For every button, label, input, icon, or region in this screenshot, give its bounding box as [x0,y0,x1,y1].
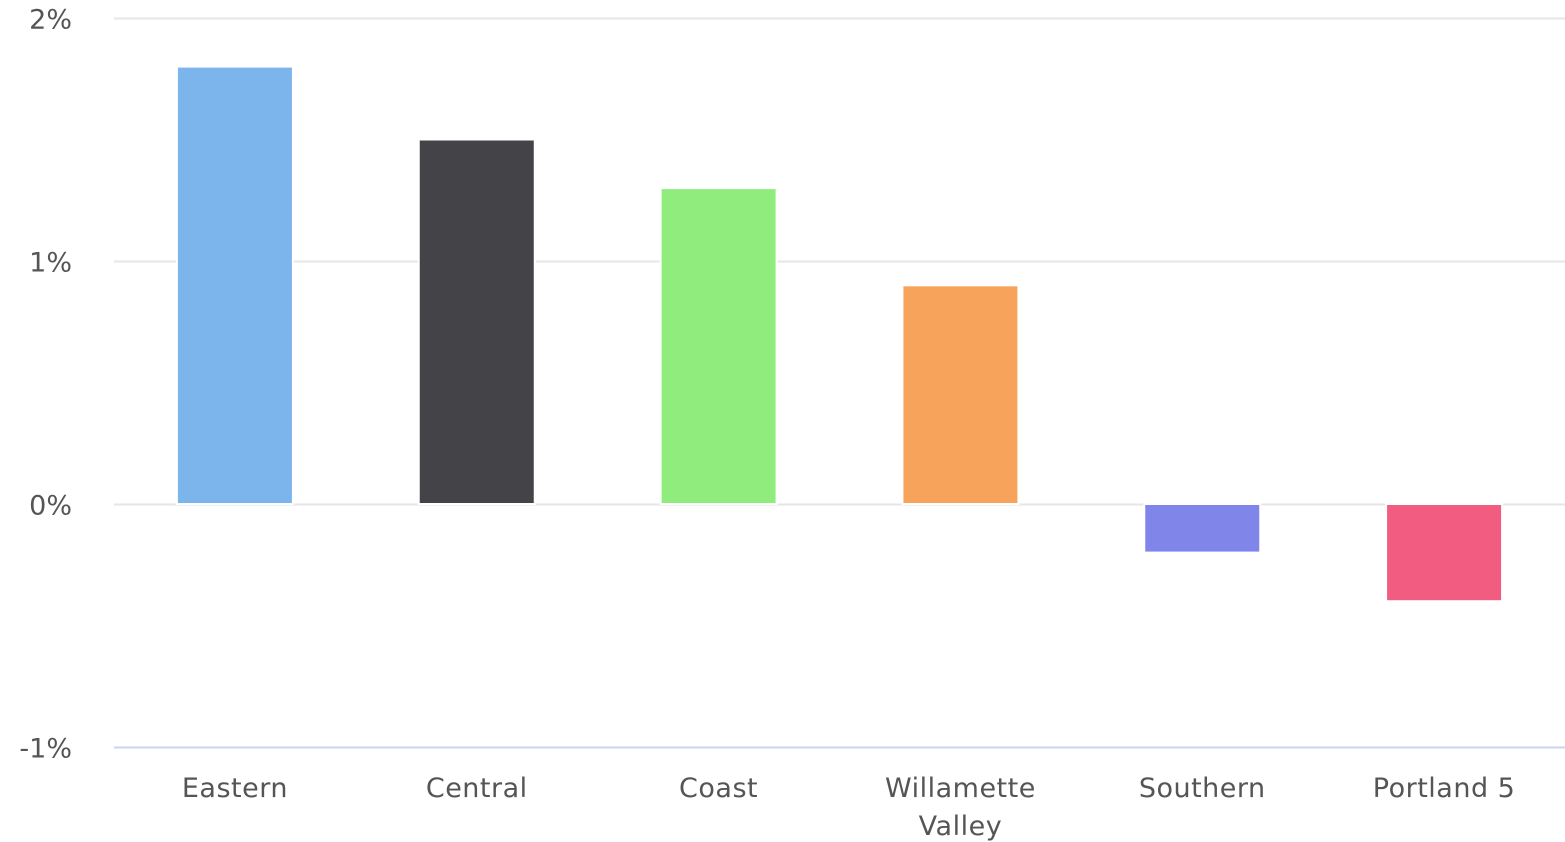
x-category-label: Eastern [182,773,288,804]
x-category-label: Central [426,773,528,804]
x-axis-category-labels: Eastern Central Coast Willamette Valley South… [182,773,1516,842]
x-category-label: Southern [1139,773,1266,804]
y-tick-label: -1% [19,734,72,765]
y-tick-label: 0% [29,491,72,522]
x-category-label-line: Coast [679,773,758,804]
bar-central [417,138,536,505]
x-category-label-line: Eastern [182,773,288,804]
bar-eastern [175,65,294,505]
x-category-label: Portland 5 [1373,773,1516,804]
x-category-label-line: Southern [1139,773,1266,804]
bar-portland-5 [1385,503,1504,603]
x-category-label-line: Central [426,773,528,804]
x-category-label: Coast [679,773,758,804]
y-tick-label: 1% [29,248,72,279]
bar-willamette-valley [901,284,1020,505]
x-category-label-line: Valley [919,811,1003,842]
x-category-label-line: Portland 5 [1373,773,1516,804]
gridlines [114,17,1565,749]
bar-coast [659,187,778,505]
x-category-label-line: Willamette [885,773,1036,804]
bars [175,65,1504,603]
x-category-label: Willamette Valley [885,773,1036,842]
y-axis-tick-labels: 2% 1% 0% -1% [19,5,72,765]
y-tick-label: 2% [29,5,72,36]
bar-southern [1143,503,1262,554]
